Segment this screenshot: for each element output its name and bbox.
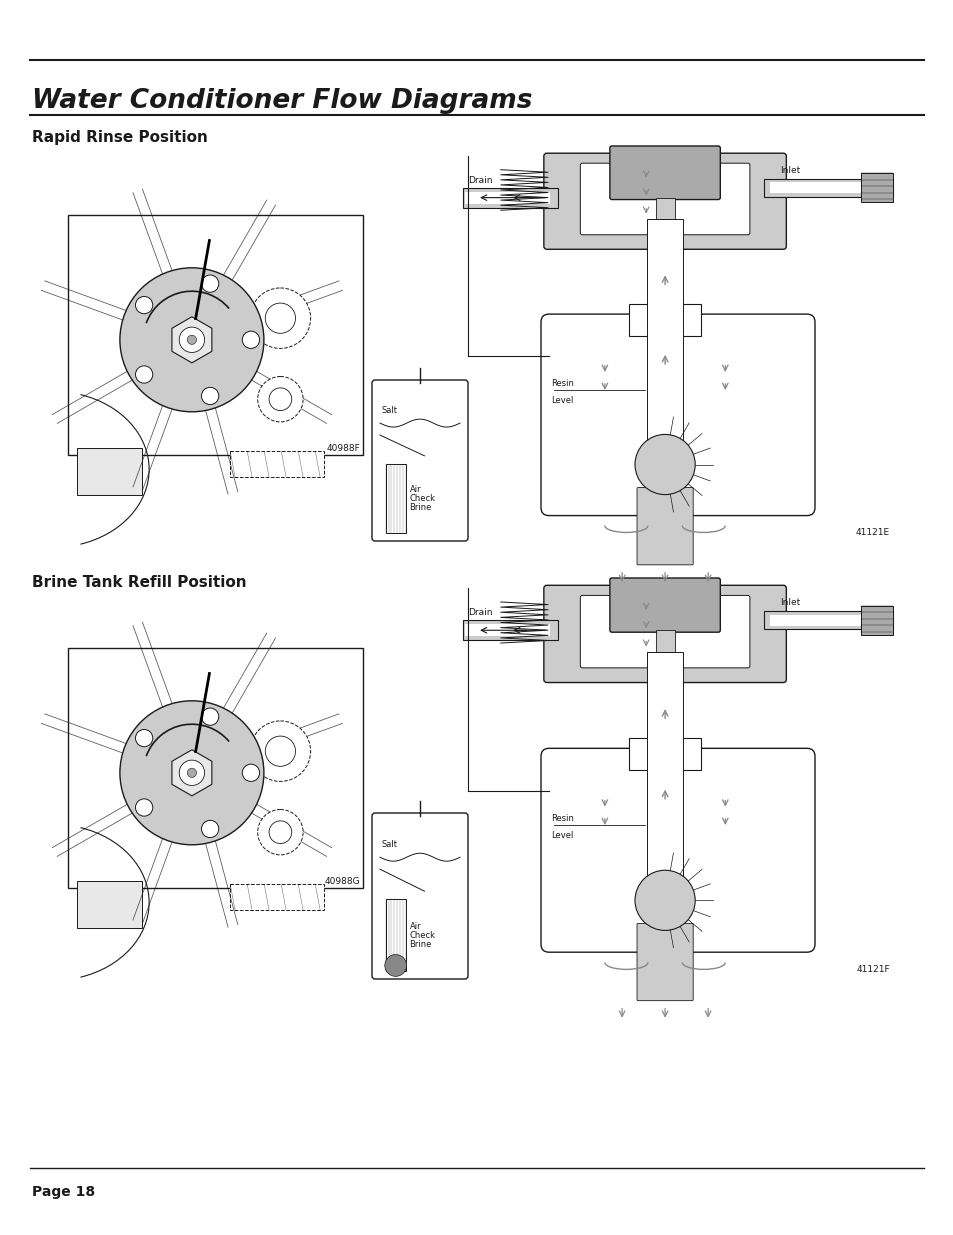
FancyBboxPatch shape — [540, 314, 814, 515]
Circle shape — [187, 768, 196, 777]
Text: Level: Level — [551, 396, 573, 405]
Bar — [860, 605, 892, 635]
Bar — [230, 884, 323, 910]
Text: Brine Tank Refill Position: Brine Tank Refill Position — [32, 576, 247, 590]
Text: 40988G: 40988G — [324, 877, 359, 885]
Circle shape — [201, 820, 218, 837]
FancyBboxPatch shape — [543, 153, 785, 249]
Bar — [385, 899, 405, 971]
Circle shape — [635, 871, 695, 930]
Circle shape — [265, 303, 295, 333]
Bar — [763, 611, 892, 630]
Circle shape — [179, 760, 204, 785]
Text: Air: Air — [409, 921, 421, 931]
Text: Salt: Salt — [381, 406, 397, 415]
FancyBboxPatch shape — [637, 488, 693, 564]
Text: 40988F: 40988F — [326, 445, 359, 453]
Bar — [860, 173, 892, 203]
Text: Inlet: Inlet — [780, 165, 800, 174]
Bar — [230, 452, 323, 477]
Circle shape — [179, 327, 204, 352]
Circle shape — [135, 730, 152, 747]
Circle shape — [201, 275, 218, 293]
Bar — [770, 615, 880, 626]
Bar — [77, 881, 141, 927]
Text: Brine: Brine — [409, 940, 432, 948]
Bar — [763, 179, 892, 196]
Circle shape — [269, 388, 292, 410]
FancyBboxPatch shape — [540, 748, 814, 952]
Bar — [464, 191, 550, 204]
Text: Page 18: Page 18 — [32, 1186, 95, 1199]
FancyBboxPatch shape — [372, 380, 468, 541]
Bar — [628, 304, 700, 336]
Text: 41121F: 41121F — [856, 965, 889, 974]
Text: Resin: Resin — [551, 379, 574, 388]
Circle shape — [135, 366, 152, 383]
Circle shape — [250, 721, 311, 782]
Circle shape — [242, 331, 259, 348]
FancyBboxPatch shape — [543, 585, 785, 683]
Circle shape — [201, 388, 218, 405]
Bar — [68, 215, 363, 454]
Text: Salt: Salt — [381, 840, 397, 850]
Text: Air: Air — [409, 485, 421, 494]
FancyBboxPatch shape — [637, 924, 693, 1000]
Text: Check: Check — [409, 931, 436, 940]
Bar — [68, 648, 363, 888]
Circle shape — [269, 821, 292, 844]
Text: Brine: Brine — [409, 503, 432, 513]
Circle shape — [135, 799, 152, 816]
Text: Check: Check — [409, 494, 436, 503]
Circle shape — [265, 736, 295, 767]
Text: 41121E: 41121E — [855, 529, 889, 537]
Circle shape — [120, 268, 264, 411]
Circle shape — [635, 435, 695, 494]
Circle shape — [257, 377, 303, 422]
Circle shape — [242, 764, 259, 782]
FancyBboxPatch shape — [372, 813, 468, 979]
Bar — [770, 183, 880, 193]
Text: Rapid Rinse Position: Rapid Rinse Position — [32, 130, 208, 144]
Polygon shape — [172, 750, 212, 795]
Circle shape — [135, 296, 152, 314]
Text: Drain: Drain — [467, 608, 492, 618]
FancyBboxPatch shape — [609, 578, 720, 632]
FancyBboxPatch shape — [609, 146, 720, 200]
Bar — [655, 630, 674, 652]
Circle shape — [384, 955, 406, 977]
Bar — [462, 620, 557, 640]
Bar — [385, 463, 405, 534]
Bar — [628, 739, 700, 771]
Text: Water Conditioner Flow Diagrams: Water Conditioner Flow Diagrams — [32, 88, 532, 114]
Bar — [655, 198, 674, 220]
Bar — [646, 652, 682, 882]
Circle shape — [187, 335, 196, 345]
Bar — [464, 624, 550, 636]
Circle shape — [120, 700, 264, 845]
Bar — [646, 220, 682, 447]
Text: Resin: Resin — [551, 814, 574, 823]
Polygon shape — [172, 316, 212, 363]
Text: Inlet: Inlet — [780, 598, 800, 608]
Bar — [462, 188, 557, 207]
Text: Drain: Drain — [467, 175, 492, 185]
Circle shape — [257, 809, 303, 855]
Text: Level: Level — [551, 831, 573, 840]
Circle shape — [250, 288, 311, 348]
Circle shape — [201, 708, 218, 725]
Bar — [77, 448, 141, 494]
FancyBboxPatch shape — [579, 595, 749, 668]
FancyBboxPatch shape — [579, 163, 749, 235]
